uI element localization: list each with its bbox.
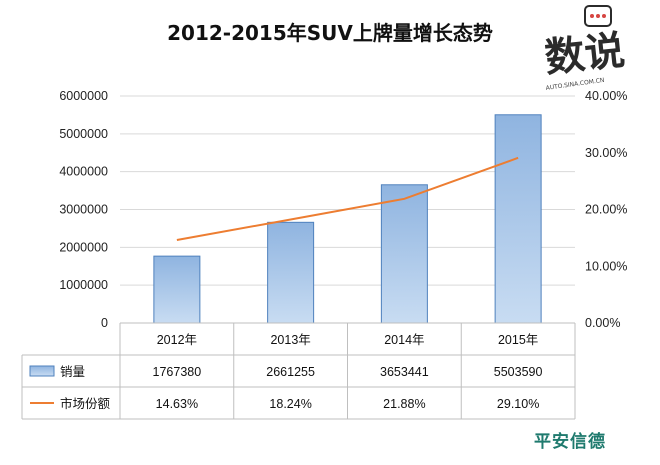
data-table-cell: 14.63% <box>156 397 198 411</box>
left-axis-tick-label: 6000000 <box>59 89 108 103</box>
watermark-logo: 数说 AUTO.SINA.COM.CN <box>543 5 627 92</box>
x-axis-category-label: 2015年 <box>498 333 538 347</box>
right-axis-ticks: 0.00% 10.00% 20.00% 30.00% 40.00% <box>585 89 627 330</box>
line-series-path <box>176 156 519 241</box>
x-axis-category-label: 2014年 <box>384 333 424 347</box>
x-axis-category-label: 2013年 <box>270 333 310 347</box>
left-axis-tick-label: 1000000 <box>59 278 108 292</box>
right-axis-tick-label: 0.00% <box>585 316 620 330</box>
left-axis-tick-label: 0 <box>101 316 108 330</box>
legend-label: 市场份额 <box>60 396 111 411</box>
right-axis-tick-label: 40.00% <box>585 89 627 103</box>
bar <box>267 221 315 324</box>
legend-label: 销量 <box>60 365 85 379</box>
right-axis-tick-label: 10.00% <box>585 259 627 273</box>
left-axis-tick-label: 4000000 <box>59 165 108 179</box>
data-table-cell: 2661255 <box>266 365 315 379</box>
left-axis-tick-label: 2000000 <box>59 240 108 254</box>
data-table-cell: 18.24% <box>269 397 311 411</box>
bar <box>380 184 428 324</box>
right-axis-tick-label: 20.00% <box>585 203 627 217</box>
line-series <box>176 156 519 241</box>
left-axis-tick-label: 5000000 <box>59 127 108 141</box>
data-table-cell: 1767380 <box>153 365 202 379</box>
data-table-cell: 5503590 <box>494 365 543 379</box>
bar <box>153 255 201 324</box>
chart-title: 2012-2015年SUV上牌量增长态势 <box>167 21 493 45</box>
data-table-cell: 3653441 <box>380 365 429 379</box>
left-axis-tick-label: 3000000 <box>59 203 108 217</box>
data-table-cell: 21.88% <box>383 397 425 411</box>
bar <box>494 114 542 324</box>
right-axis-tick-label: 30.00% <box>585 146 627 160</box>
x-axis-category-label: 2012年 <box>157 333 197 347</box>
legend-bar-swatch <box>29 365 55 377</box>
left-axis-ticks: 0 1000000 2000000 3000000 4000000 5000000 6000… <box>59 89 108 330</box>
data-table-cell: 29.10% <box>497 397 539 411</box>
brand-logo: 平安信德 <box>534 431 606 452</box>
bar-series <box>153 114 542 324</box>
watermark-logo-text: 数说 <box>543 28 627 82</box>
